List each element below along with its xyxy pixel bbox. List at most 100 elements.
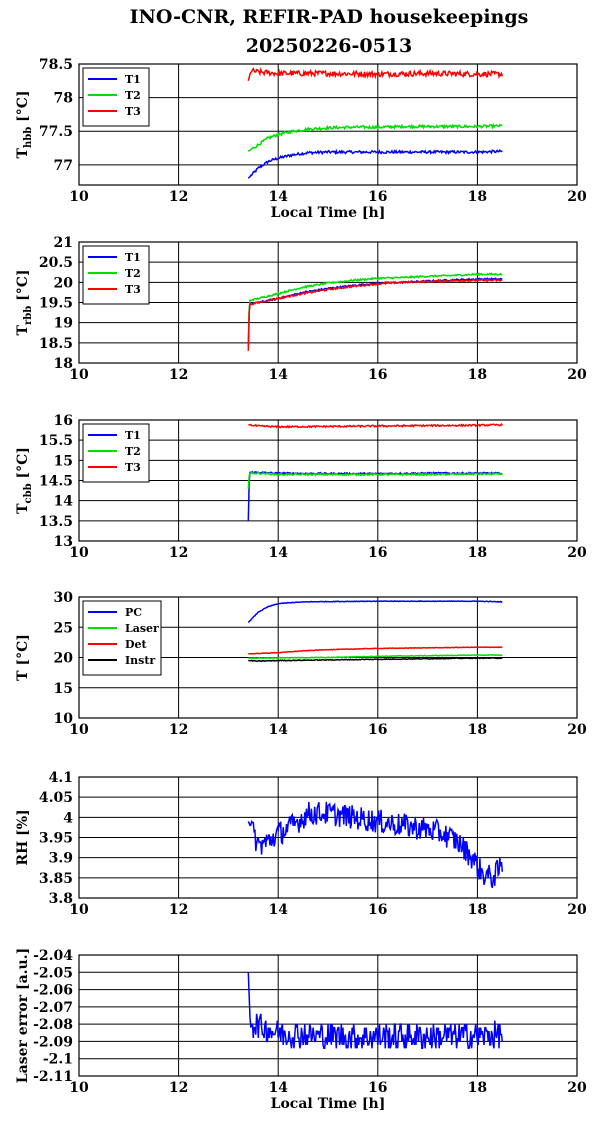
legend: T1 T2 T3	[82, 423, 150, 483]
series-line-pc	[247, 600, 503, 623]
x-tick-label: 20	[567, 189, 587, 205]
y-tick-label: 21	[54, 235, 73, 251]
y-tick-label: 20	[54, 651, 74, 667]
plot-frame	[78, 419, 578, 542]
x-tick-label: 14	[268, 1080, 288, 1096]
x-tick-label: 12	[169, 189, 188, 205]
y-tick-label: 78	[54, 91, 73, 107]
y-tick-label: 20.5	[39, 255, 73, 271]
legend-box	[82, 423, 150, 483]
y-tick-label: 15	[54, 453, 73, 469]
series-line-t3	[247, 66, 504, 81]
x-tick-label: 16	[368, 722, 387, 738]
plot-frame	[78, 241, 578, 364]
x-axis-label: Local Time [h]	[271, 1096, 386, 1112]
x-tick-label: 20	[567, 722, 587, 738]
legend-label: T3	[125, 283, 141, 296]
legend-label: T3	[125, 105, 141, 118]
x-tick-label: 14	[268, 545, 288, 561]
y-tick-label: 3.85	[39, 871, 73, 887]
series-line-det	[248, 646, 503, 655]
x-tick-label: 18	[468, 545, 487, 561]
y-axis-label: Laser error [a.u.]	[15, 948, 31, 1083]
x-tick-label: 16	[368, 189, 387, 205]
series-line-instr	[248, 656, 503, 663]
x-tick-label: 10	[69, 902, 89, 918]
x-tick-label: 18	[468, 722, 487, 738]
y-tick-label: 15.5	[39, 433, 73, 449]
y-tick-label: 18	[54, 356, 73, 372]
legend: PC Laser Det Instr	[82, 600, 162, 676]
legend-label: T2	[125, 445, 141, 458]
x-tick-label: 10	[69, 189, 89, 205]
y-tick-label: 20	[54, 275, 74, 291]
chart-panel-1: 10 12 14 16 18 20 77 77.5 78 78.5 T1 T2 T3 Thbb [°C] L…	[15, 57, 587, 221]
x-tick-label: 18	[468, 1080, 487, 1096]
y-tick-label: 14.5	[39, 474, 73, 490]
plot-frame	[78, 63, 578, 186]
x-tick-label: 10	[69, 1080, 89, 1096]
series-line-t1	[247, 471, 503, 521]
series-line-data	[247, 801, 504, 889]
legend-box	[82, 600, 162, 676]
legend-label: T2	[125, 267, 141, 280]
legend: T1 T2 T3	[82, 245, 150, 305]
legend-label: Laser	[125, 622, 159, 635]
x-tick-label: 10	[69, 722, 89, 738]
y-tick-label: 14	[54, 494, 74, 510]
y-tick-label: 25	[54, 620, 73, 636]
legend-label: T2	[125, 89, 141, 102]
y-tick-label: -2.09	[33, 1034, 73, 1050]
figure-title: INO-CNR, REFIR-PAD housekeepings	[130, 6, 529, 28]
series-line-data	[247, 972, 504, 1050]
y-tick-label: 77	[54, 158, 73, 174]
y-tick-label: 10	[54, 711, 74, 727]
chart-panels: 10 12 14 16 18 20 77 77.5 78 78.5 T1 T2 T3 Thbb [°C] L…	[15, 57, 587, 1112]
y-tick-label: 16	[54, 413, 73, 429]
y-tick-label: 13	[54, 534, 73, 550]
y-tick-label: 3.95	[39, 831, 73, 847]
x-tick-label: 12	[169, 367, 188, 383]
series-line-t3	[247, 278, 503, 351]
x-tick-label: 16	[368, 1080, 387, 1096]
figure-subtitle: 20250226-0513	[246, 35, 413, 57]
series-line-t3	[248, 422, 503, 429]
x-tick-label: 12	[169, 902, 188, 918]
y-tick-label: -2.1	[43, 1052, 73, 1068]
legend-label: T1	[125, 429, 141, 442]
x-tick-label: 20	[567, 545, 587, 561]
x-tick-label: 16	[368, 545, 387, 561]
series-line-t1	[247, 277, 503, 347]
y-tick-label: 4.1	[49, 770, 73, 786]
x-tick-label: 14	[268, 902, 288, 918]
x-tick-label: 18	[468, 367, 487, 383]
y-tick-label: 3.8	[49, 891, 73, 907]
series-line-t2	[247, 471, 503, 489]
series-line-t2	[247, 122, 503, 153]
chart-panel-5: 10 12 14 16 18 20 3.8 3.85 3.9 3.95 4 4.05 4.1 RH [%]	[15, 770, 587, 918]
legend-label: Instr	[125, 654, 155, 667]
y-tick-label: -2.05	[33, 965, 73, 981]
y-tick-label: -2.11	[33, 1069, 73, 1085]
legend-box	[82, 245, 150, 305]
y-tick-label: -2.08	[33, 1017, 73, 1033]
legend-label: T3	[125, 461, 141, 474]
x-tick-label: 20	[567, 1080, 587, 1096]
y-tick-label: 3.9	[49, 851, 73, 867]
y-tick-label: 4	[63, 810, 73, 826]
y-tick-label: 30	[54, 590, 74, 606]
y-tick-label: 18.5	[39, 336, 73, 352]
chart-panel-2: 10 12 14 16 18 20 18 18.5 19 19.5 20 20.5 21 T1 T2 T3 Tr…	[15, 235, 587, 383]
y-axis-label: Tcbb [°C]	[15, 447, 34, 514]
y-tick-label: 15	[54, 681, 73, 697]
x-tick-label: 20	[567, 367, 587, 383]
series-line-laser	[248, 654, 503, 660]
x-tick-label: 12	[169, 722, 188, 738]
plot-frame	[78, 954, 578, 1077]
chart-panel-4: 10 12 14 16 18 20 10 15 20 25 30 PC Laser Det Instr T […	[15, 590, 587, 738]
series-line-t1	[247, 148, 503, 179]
series-line-t2	[247, 272, 503, 347]
y-tick-label: -2.07	[33, 1000, 73, 1016]
x-tick-label: 12	[169, 545, 188, 561]
y-tick-label: 19.5	[39, 296, 73, 312]
